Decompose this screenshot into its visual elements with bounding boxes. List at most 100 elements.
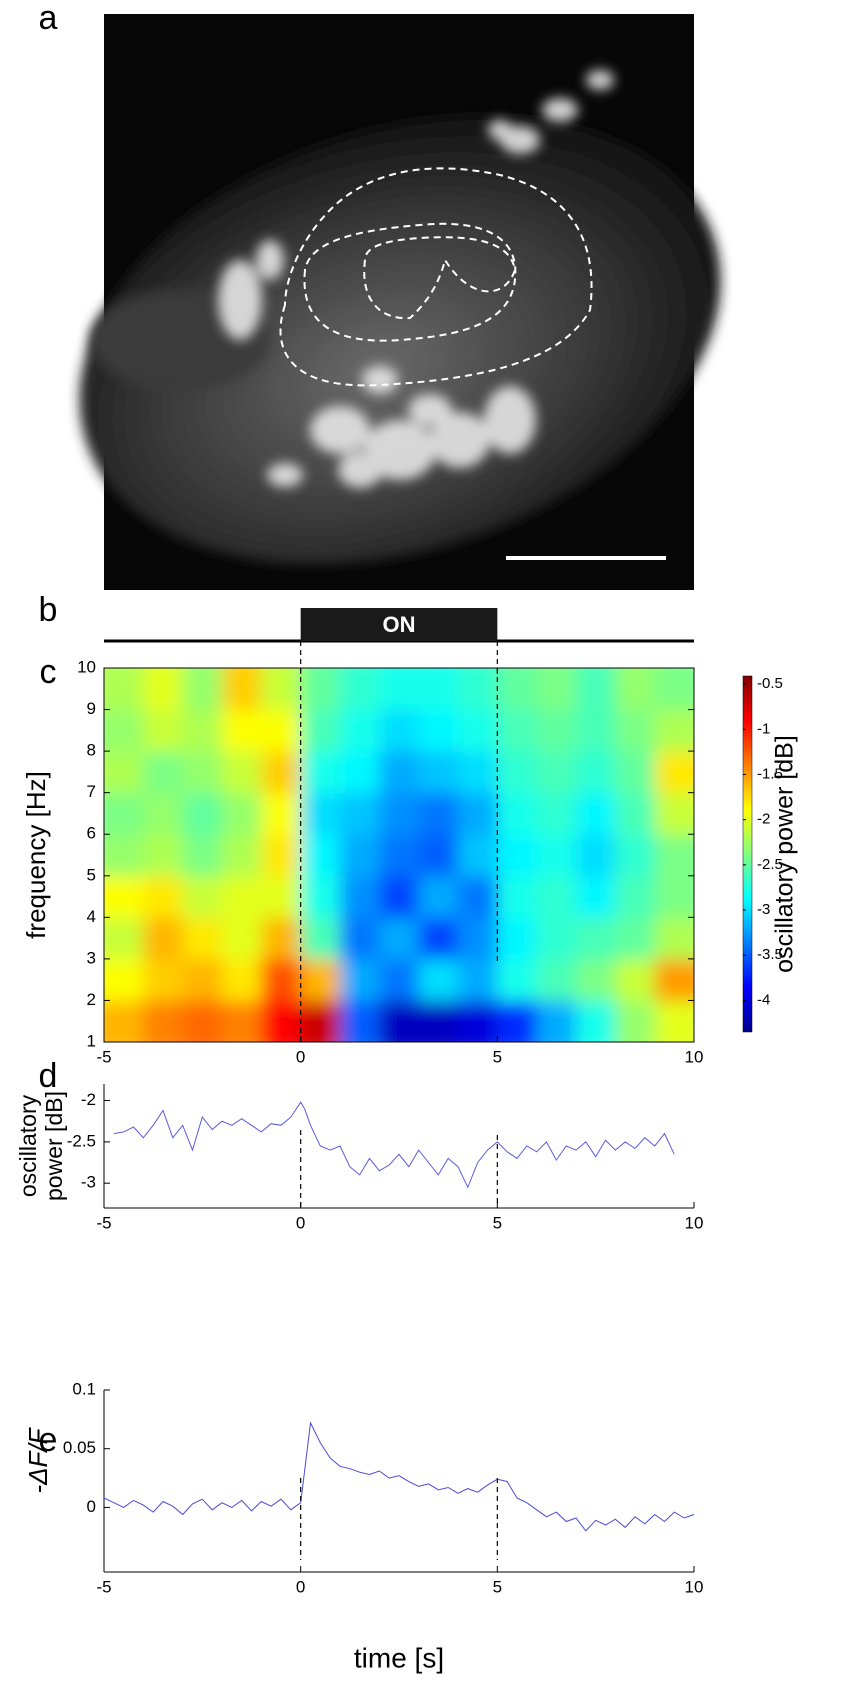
x-tick-label: 5 (493, 1577, 502, 1596)
heatmap-cell (143, 709, 184, 752)
y-tick-label: 8 (87, 741, 96, 760)
heatmap-cell (615, 709, 656, 752)
heatmap-cell (458, 917, 498, 960)
y-tick-label: 4 (87, 907, 96, 926)
heatmap-cell (615, 751, 656, 794)
heatmap-cell (458, 1000, 498, 1042)
heatmap-cell (300, 751, 341, 794)
heatmap-cell (222, 668, 262, 711)
heatmap-cell (300, 834, 341, 877)
heatmap-cell (497, 834, 538, 877)
x-tick-label: 10 (685, 1213, 704, 1232)
heatmap-cell (300, 709, 341, 752)
heatmap-cell (418, 917, 459, 960)
heatmap-blur (104, 668, 694, 1042)
heatmap-cell (300, 1000, 341, 1042)
heatmap-cell (654, 834, 694, 877)
heatmap-cell (143, 917, 184, 960)
panel-label: e (39, 1421, 58, 1459)
heatmap-cell (104, 792, 144, 835)
heatmap-cell (615, 1000, 656, 1042)
heatmap-cell (576, 875, 616, 918)
heatmap-cell (300, 875, 341, 918)
heatmap-cell (222, 875, 262, 918)
heatmap-cell (654, 917, 694, 960)
heatmap-cell (536, 709, 577, 752)
heatmap-cell (458, 751, 498, 794)
heatmap-cells (104, 668, 694, 1042)
x-tick-label: 10 (685, 1047, 704, 1066)
panel-label: a (39, 0, 58, 37)
heatmap-cell (104, 751, 144, 794)
heatmap-cell (182, 792, 223, 835)
y-tick-label: -2 (81, 1090, 96, 1109)
heatmap-cell (379, 709, 420, 752)
heatmap-cell (222, 958, 262, 1001)
heatmap-cell (182, 834, 223, 877)
colorbar-tick-label: -3 (757, 901, 770, 918)
heatmap-cell (379, 751, 420, 794)
heatmap-cell (536, 958, 577, 1001)
heatmap-cell (300, 917, 341, 960)
heatmap-cell (576, 958, 616, 1001)
y-axis-label: -ΔF/F (23, 1426, 53, 1493)
y-tick-label: 3 (87, 948, 96, 967)
heatmap-cell (222, 834, 262, 877)
heatmap-cell (340, 709, 380, 752)
heatmap-cell (654, 875, 694, 918)
y-axis-label: power [dB] (41, 1091, 67, 1201)
heatmap-cell (379, 917, 420, 960)
x-axis-label: time [s] (354, 1642, 444, 1673)
heatmap-cell (536, 834, 577, 877)
heatmap-cell (418, 875, 459, 918)
heatmap-cell (182, 668, 223, 711)
heatmap-cell (654, 751, 694, 794)
heatmap-cell (654, 709, 694, 752)
heatmap-cell (576, 792, 616, 835)
heatmap-cell (340, 958, 380, 1001)
heatmap-cell (261, 792, 302, 835)
heatmap-cell (458, 958, 498, 1001)
heatmap-cell (340, 668, 380, 711)
heatmap-cell (458, 875, 498, 918)
heatmap-cell (261, 875, 302, 918)
y-axis-label: frequency [Hz] (21, 771, 51, 939)
heatmap-cell (261, 668, 302, 711)
heatmap-cell (340, 917, 380, 960)
heatmap-cell (104, 1000, 144, 1042)
heatmap-cell (458, 792, 498, 835)
heatmap-cell (182, 1000, 223, 1042)
colorbar (742, 675, 753, 1033)
y-tick-label: 1 (87, 1031, 96, 1050)
heatmap-cell (576, 917, 616, 960)
x-tick-label: -5 (96, 1047, 111, 1066)
y-tick-label: 7 (87, 782, 96, 801)
heatmap-cell (458, 834, 498, 877)
y-tick-label: 2 (87, 990, 96, 1009)
colorbar-tick-label: -2 (757, 811, 770, 828)
heatmap-cell (458, 668, 498, 711)
x-tick-label: 10 (685, 1577, 704, 1596)
heatmap-cell (418, 668, 459, 711)
heatmap-cell (497, 875, 538, 918)
heatmap-cell (497, 917, 538, 960)
heatmap-cell (418, 792, 459, 835)
colorbar-tick-label: -3.5 (757, 946, 783, 963)
heatmap-cell (261, 834, 302, 877)
heatmap-cell (615, 958, 656, 1001)
y-tick-label: -3 (81, 1173, 96, 1192)
x-tick-label: 5 (493, 1047, 502, 1066)
heatmap-cell (143, 668, 184, 711)
colorbar-label: oscillatory power [dB] (771, 735, 799, 973)
x-tick-label: -5 (96, 1213, 111, 1232)
heatmap-cell (379, 958, 420, 1001)
heatmap-cell (576, 668, 616, 711)
heatmap-cell (222, 751, 262, 794)
heatmap-cell (615, 668, 656, 711)
heatmap-cell (654, 1000, 694, 1042)
heatmap-cell (418, 1000, 459, 1042)
heatmap-cell (104, 709, 144, 752)
trace (103, 1421, 695, 1532)
heatmap-cell (379, 792, 420, 835)
y-tick-label: 0.1 (72, 1379, 96, 1398)
